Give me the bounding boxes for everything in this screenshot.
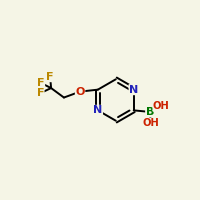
- Text: F: F: [37, 78, 45, 88]
- Text: N: N: [93, 105, 102, 115]
- Text: OH: OH: [142, 118, 159, 128]
- Text: OH: OH: [153, 101, 170, 111]
- Text: F: F: [46, 72, 54, 82]
- Text: N: N: [129, 85, 138, 95]
- Text: O: O: [75, 87, 85, 97]
- Text: B: B: [146, 107, 154, 117]
- Text: F: F: [37, 88, 44, 98]
